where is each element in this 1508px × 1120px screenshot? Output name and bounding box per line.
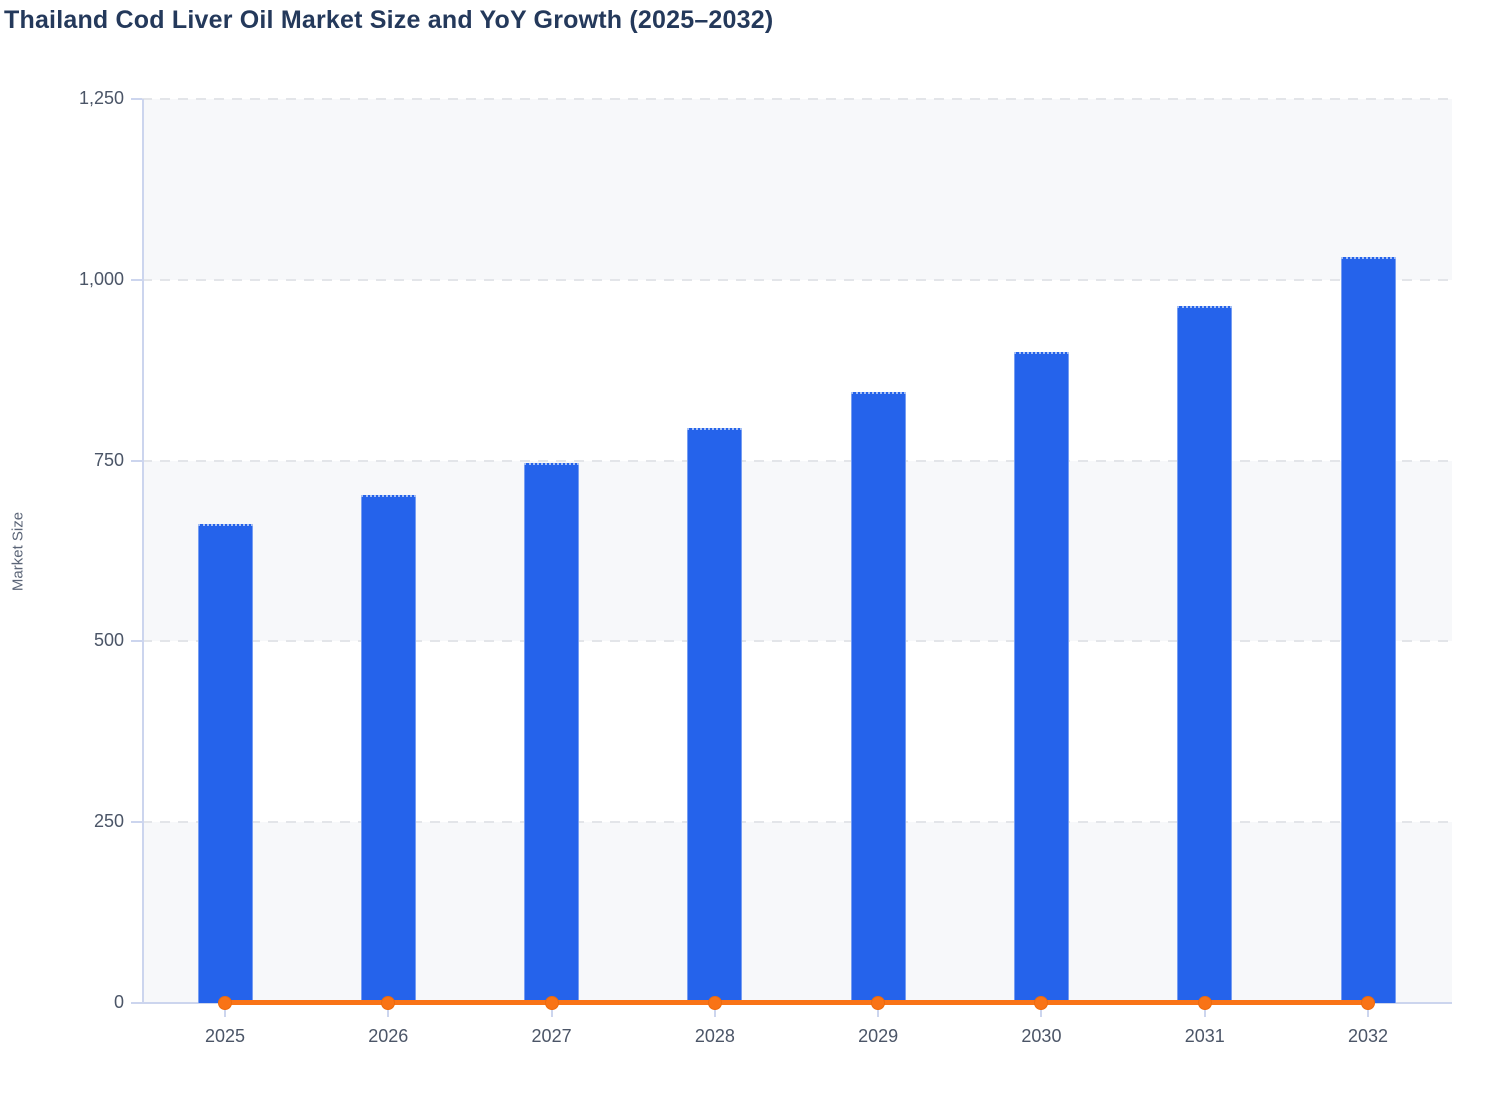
x-axis-tick [1203, 1004, 1206, 1017]
yoy-marker-2032[interactable] [1361, 995, 1376, 1010]
y-tick-label: 1,000 [78, 268, 124, 289]
yoy-marker-2030[interactable] [1034, 995, 1049, 1010]
y-tick-label: 250 [93, 811, 124, 832]
y-axis-tick [131, 459, 142, 462]
x-tick-label: 2025 [204, 1026, 246, 1046]
yoy-marker-2027[interactable] [544, 995, 559, 1010]
x-axis-tick [877, 1004, 880, 1017]
chart-title: Thailand Cod Liver Oil Market Size and Y… [4, 6, 774, 34]
yoy-marker-2031[interactable] [1197, 995, 1212, 1010]
y-axis-tick [131, 98, 142, 100]
yoy-marker-2029[interactable] [871, 995, 886, 1010]
plot-row-band [142, 641, 1452, 823]
x-tick-label: 2026 [368, 1026, 409, 1046]
y-gridline [142, 821, 1452, 824]
y-axis-tick [131, 821, 142, 824]
x-tick-label: 2029 [858, 1026, 899, 1046]
x-axis-tick [1040, 1004, 1043, 1017]
x-tick-label: 2027 [531, 1026, 572, 1046]
yoy-marker-2025[interactable] [218, 995, 232, 1010]
y-axis-tick [131, 278, 142, 281]
y-axis-tick [131, 640, 142, 643]
bar-2030[interactable] [1013, 352, 1069, 1003]
x-axis-tick [224, 1004, 226, 1017]
y-tick-label: 0 [113, 992, 124, 1012]
bar-2026[interactable] [360, 495, 416, 1003]
y-tick-label: 500 [93, 630, 124, 651]
bar-2027[interactable] [524, 463, 580, 1003]
bar-2028[interactable] [687, 428, 743, 1003]
y-gridline [142, 640, 1452, 643]
x-axis-tick [550, 1004, 553, 1017]
x-axis-tick [713, 1004, 716, 1017]
y-tick-label: 750 [93, 449, 124, 470]
y-gridline [142, 278, 1452, 281]
bar-2029[interactable] [850, 391, 906, 1003]
x-tick-label: 2028 [694, 1026, 735, 1046]
y-gridline [142, 98, 1452, 100]
plot-row-band [142, 279, 1452, 461]
x-axis-tick [387, 1004, 390, 1017]
yoy-growth-line[interactable] [225, 1000, 1369, 1005]
x-axis-tick [1367, 1004, 1370, 1017]
y-gridline [142, 459, 1452, 462]
bar-2031[interactable] [1177, 305, 1233, 1003]
plot-row-band [142, 99, 1452, 280]
y-tick-label: 1,250 [78, 88, 124, 108]
bar-2032[interactable] [1340, 256, 1396, 1003]
bar-2025[interactable] [197, 524, 253, 1003]
x-tick-label: 2032 [1347, 1026, 1389, 1046]
plot-row-band [142, 460, 1452, 642]
yoy-marker-2028[interactable] [707, 995, 722, 1010]
x-tick-label: 2031 [1184, 1026, 1225, 1046]
x-tick-label: 2030 [1021, 1026, 1062, 1046]
y-axis-tick [131, 1002, 142, 1004]
yoy-marker-2026[interactable] [381, 995, 396, 1010]
y-axis-line [142, 99, 144, 1004]
plot-row-band [142, 822, 1452, 1003]
